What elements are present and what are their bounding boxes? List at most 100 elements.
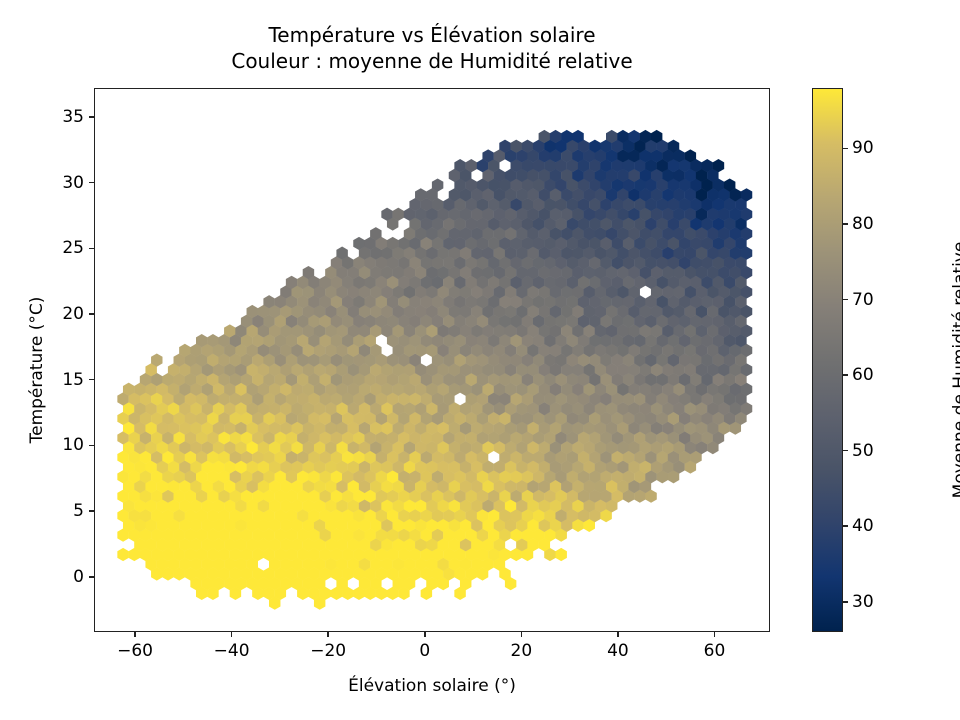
hexbin-cell (319, 489, 332, 503)
hexbin-cell (246, 577, 258, 591)
hexbin-cell (516, 188, 528, 202)
hexbin-cell (589, 470, 601, 484)
hexbin-cell (527, 440, 539, 455)
hexbin-cell (735, 197, 747, 212)
hexbin-cell (684, 227, 697, 241)
hexbin-cell (516, 479, 528, 494)
hexbin-cell (561, 363, 573, 377)
hexbin-cell (488, 392, 500, 406)
hexbin-cell (443, 314, 455, 328)
hexbin-cell (662, 382, 674, 396)
hexbin-cell (527, 285, 539, 299)
hexbin-cell (718, 265, 730, 280)
hexbin-cell (504, 479, 517, 494)
hexbin-cell (392, 577, 405, 591)
hexbin-cell (134, 402, 146, 416)
hexbin-cell (353, 528, 365, 542)
hexbin-cell (420, 509, 433, 523)
hexbin-cell (386, 411, 399, 426)
hexbin-cell (375, 295, 388, 309)
hexbin-cell (257, 304, 270, 319)
hexbin-cell (319, 528, 332, 542)
hexbin-cell (555, 178, 567, 192)
hexbin-cell (718, 324, 730, 338)
hexbin-cell (684, 304, 697, 319)
hexbin-cell (263, 353, 275, 367)
hexbin-cell (532, 178, 545, 192)
hexbin-cell (195, 450, 208, 464)
hexbin-cell (594, 149, 607, 163)
hexbin-cell (229, 470, 242, 484)
hexbin-cell (246, 402, 258, 416)
hexbin-cell (229, 372, 242, 387)
hexbin-cell (207, 411, 219, 426)
hexbin-cell (549, 460, 562, 474)
hexbin-cell (594, 285, 607, 299)
hexbin-cell (448, 382, 461, 396)
hexbin-cell (482, 168, 494, 183)
hexbin-cell (285, 431, 298, 445)
hexbin-cell (527, 363, 539, 377)
hexbin-cell (308, 470, 320, 484)
hexbin-cell (224, 499, 236, 513)
hexbin-cell (476, 256, 489, 270)
hexbin-cell (274, 334, 287, 348)
hexbin-cell (358, 557, 371, 571)
hexbin-cell (190, 518, 202, 532)
hexbin-cell (690, 411, 702, 426)
hexbin-cell (510, 217, 522, 231)
hexbin-cell (589, 178, 601, 192)
hexbin-cell (679, 372, 691, 387)
y-tick-label: 35 (62, 106, 84, 127)
hexbin-cell (572, 188, 584, 202)
hexbin-cell (617, 227, 629, 241)
hexbin-cell (729, 304, 742, 319)
hexbin-cell (308, 528, 320, 542)
hexbin-cell (650, 129, 663, 144)
hexbin-cell (117, 547, 129, 562)
hexbin-cell (465, 372, 478, 387)
hexbin-cell (662, 227, 674, 241)
hexbin-cell (606, 382, 618, 396)
hexbin-cell (639, 402, 652, 416)
hexbin-cell (684, 421, 697, 435)
hexbin-cell (274, 586, 287, 601)
hexbin-cell (589, 314, 601, 328)
hexbin-cell (431, 353, 444, 367)
hexbin-cell (302, 363, 315, 377)
hexbin-cell (162, 528, 174, 542)
hexbin-cell (589, 197, 601, 212)
hexbin-cell (370, 557, 382, 571)
hexbin-cell (431, 275, 444, 289)
hexbin-cell (353, 392, 365, 406)
hexbin-cell (353, 295, 365, 309)
hexbin-cell (504, 363, 517, 377)
hexbin-cell (308, 314, 320, 328)
hexbin-cell (386, 470, 399, 484)
hexbin-cell (195, 372, 208, 387)
hexbin-cell (527, 304, 539, 319)
hexbin-cell (712, 275, 725, 289)
hexbin-cell (555, 353, 567, 367)
hexbin-cell (684, 149, 697, 163)
hexbin-cell (729, 324, 742, 338)
hexbin-cell (280, 382, 292, 396)
hexbin-cell (122, 402, 135, 416)
hexbin-cell (712, 334, 725, 348)
hexbin-cell (285, 528, 298, 542)
hexbin-cell (139, 411, 152, 426)
hexbin-cell (628, 207, 640, 221)
hexbin-cell (342, 431, 354, 445)
hexbin-cell (701, 197, 713, 212)
hexbin-cell (201, 460, 214, 474)
hexbin-cell (420, 256, 433, 270)
hexbin-cell (229, 450, 242, 464)
hexbin-cell (650, 285, 663, 299)
hexbin-cell (330, 489, 343, 503)
hexbin-cell (673, 324, 685, 338)
hexbin-cell (263, 372, 275, 387)
hexbin-cell (156, 402, 169, 416)
hexbin-cell (437, 518, 449, 532)
hexbin-cell (471, 246, 483, 260)
hexbin-cell (521, 392, 534, 406)
